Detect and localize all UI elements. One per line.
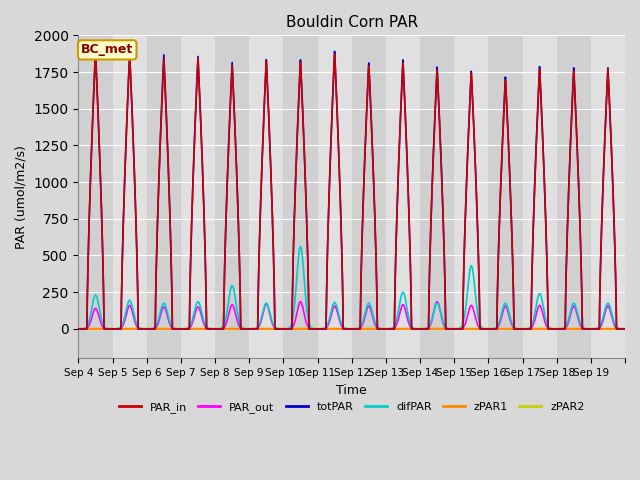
Bar <box>113 36 147 358</box>
PAR_in <box>372 253 380 259</box>
PAR_in <box>401 112 409 118</box>
difPAR <box>401 296 409 301</box>
totPAR <box>401 110 409 116</box>
Legend: PAR_in, PAR_out, totPAR, difPAR, zPAR1, zPAR2: PAR_in, PAR_out, totPAR, difPAR, zPAR1, … <box>115 397 589 417</box>
difPAR <box>529 320 536 326</box>
Bar <box>386 36 420 358</box>
Bar <box>284 36 317 358</box>
zPAR2 <box>529 326 536 332</box>
zPAR1 <box>621 326 629 332</box>
totPAR <box>92 47 99 53</box>
Bar <box>215 36 249 358</box>
zPAR2 <box>543 326 550 332</box>
Bar <box>522 36 557 358</box>
Bar <box>352 36 386 358</box>
zPAR1 <box>75 326 83 332</box>
Bar <box>488 36 522 358</box>
Bar <box>249 36 284 358</box>
PAR_out <box>188 322 196 328</box>
PAR_in <box>502 81 509 86</box>
totPAR <box>502 78 509 84</box>
Bar <box>317 36 352 358</box>
PAR_in <box>188 215 196 220</box>
Line: difPAR: difPAR <box>79 247 625 329</box>
PAR_out <box>543 323 550 329</box>
difPAR <box>297 244 305 250</box>
zPAR2 <box>621 326 629 332</box>
Bar <box>420 36 454 358</box>
difPAR <box>502 300 509 306</box>
totPAR <box>75 326 83 332</box>
Bar <box>454 36 488 358</box>
PAR_in <box>92 50 99 56</box>
Bar <box>557 36 591 358</box>
zPAR1 <box>188 326 196 332</box>
zPAR2 <box>372 326 380 332</box>
zPAR1 <box>372 326 380 332</box>
X-axis label: Time: Time <box>337 384 367 396</box>
zPAR2 <box>75 326 83 332</box>
zPAR1 <box>529 326 536 332</box>
Bar <box>147 36 181 358</box>
PAR_out <box>372 324 380 329</box>
difPAR <box>543 320 550 325</box>
Line: PAR_out: PAR_out <box>79 302 625 329</box>
Title: Bouldin Corn PAR: Bouldin Corn PAR <box>285 15 418 30</box>
PAR_out <box>621 326 629 332</box>
totPAR <box>621 326 629 332</box>
zPAR2 <box>401 326 409 332</box>
totPAR <box>372 252 380 258</box>
PAR_out <box>502 303 509 309</box>
zPAR1 <box>401 326 409 332</box>
Line: totPAR: totPAR <box>79 50 625 329</box>
Bar <box>181 36 215 358</box>
PAR_out <box>529 324 536 329</box>
zPAR1 <box>543 326 550 332</box>
zPAR2 <box>502 326 509 332</box>
zPAR2 <box>188 326 196 332</box>
totPAR <box>529 252 536 258</box>
difPAR <box>75 326 83 332</box>
zPAR1 <box>502 326 509 332</box>
difPAR <box>372 322 380 328</box>
Bar <box>591 36 625 358</box>
PAR_out <box>401 306 409 312</box>
PAR_in <box>75 326 83 332</box>
Y-axis label: PAR (umol/m2/s): PAR (umol/m2/s) <box>15 145 28 249</box>
totPAR <box>188 214 196 219</box>
difPAR <box>188 319 196 325</box>
Line: PAR_in: PAR_in <box>79 53 625 329</box>
difPAR <box>621 326 629 332</box>
PAR_in <box>529 252 536 258</box>
Text: BC_met: BC_met <box>81 43 133 57</box>
Bar <box>79 36 113 358</box>
PAR_out <box>433 299 441 305</box>
totPAR <box>543 246 550 252</box>
PAR_in <box>543 247 550 253</box>
PAR_out <box>75 326 83 332</box>
PAR_in <box>621 326 629 332</box>
